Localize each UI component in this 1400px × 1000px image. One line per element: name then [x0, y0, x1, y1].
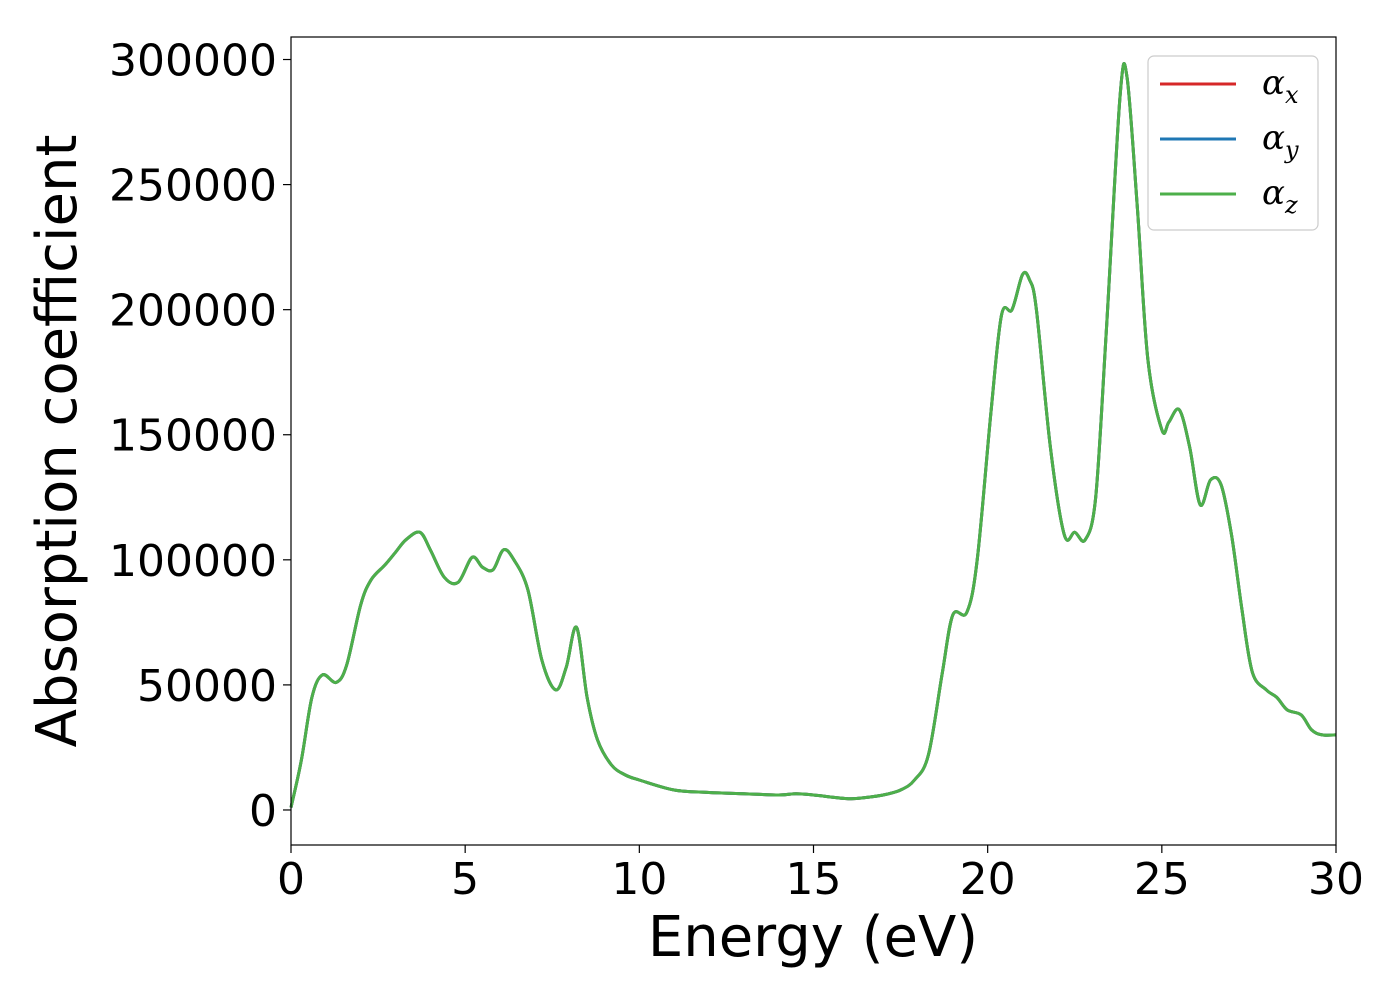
- x-tick-label: 5: [451, 854, 479, 905]
- y-tick-label: 200000: [109, 286, 277, 337]
- x-tick-label: 20: [960, 854, 1016, 905]
- y-tick-label: 100000: [109, 536, 277, 587]
- x-tick-label: 25: [1134, 854, 1190, 905]
- y-tick-label: 300000: [109, 36, 277, 87]
- series-line-alpha-z: [289, 62, 1337, 808]
- x-tick-label: 30: [1308, 854, 1364, 905]
- y-tick-label: 250000: [109, 161, 277, 212]
- y-axis: 0 50000 100000 150000 200000 250000 300000: [109, 36, 291, 837]
- x-tick-label: 10: [611, 854, 667, 905]
- x-tick-label: 15: [786, 854, 842, 905]
- y-axis-label: Absorption coefficient: [25, 135, 90, 748]
- y-tick-label: 150000: [109, 411, 277, 462]
- x-axis: 0 5 10 15 20 25 30: [277, 845, 1364, 905]
- y-tick-label: 50000: [137, 661, 277, 712]
- legend-label-alpha-z: αz: [1262, 173, 1298, 219]
- x-axis-label: Energy (eV): [648, 905, 978, 970]
- legend-box: [1147, 55, 1319, 231]
- x-tick-label: 0: [277, 854, 305, 905]
- series-layer: [289, 62, 1337, 808]
- y-tick-label: 0: [249, 786, 277, 837]
